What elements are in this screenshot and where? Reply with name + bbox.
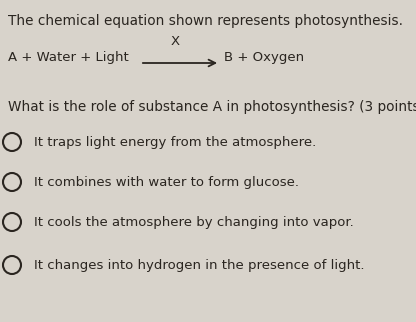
Text: It changes into hydrogen in the presence of light.: It changes into hydrogen in the presence… — [34, 259, 364, 271]
Text: A + Water + Light: A + Water + Light — [8, 51, 129, 63]
Text: X: X — [171, 35, 180, 48]
Text: The chemical equation shown represents photosynthesis.: The chemical equation shown represents p… — [8, 14, 403, 28]
Text: It combines with water to form glucose.: It combines with water to form glucose. — [34, 175, 299, 188]
Text: It traps light energy from the atmosphere.: It traps light energy from the atmospher… — [34, 136, 316, 148]
Text: It cools the atmosphere by changing into vapor.: It cools the atmosphere by changing into… — [34, 215, 354, 229]
Text: What is the role of substance A in photosynthesis? (3 points): What is the role of substance A in photo… — [8, 100, 416, 114]
Text: B + Oxygen: B + Oxygen — [224, 51, 304, 63]
